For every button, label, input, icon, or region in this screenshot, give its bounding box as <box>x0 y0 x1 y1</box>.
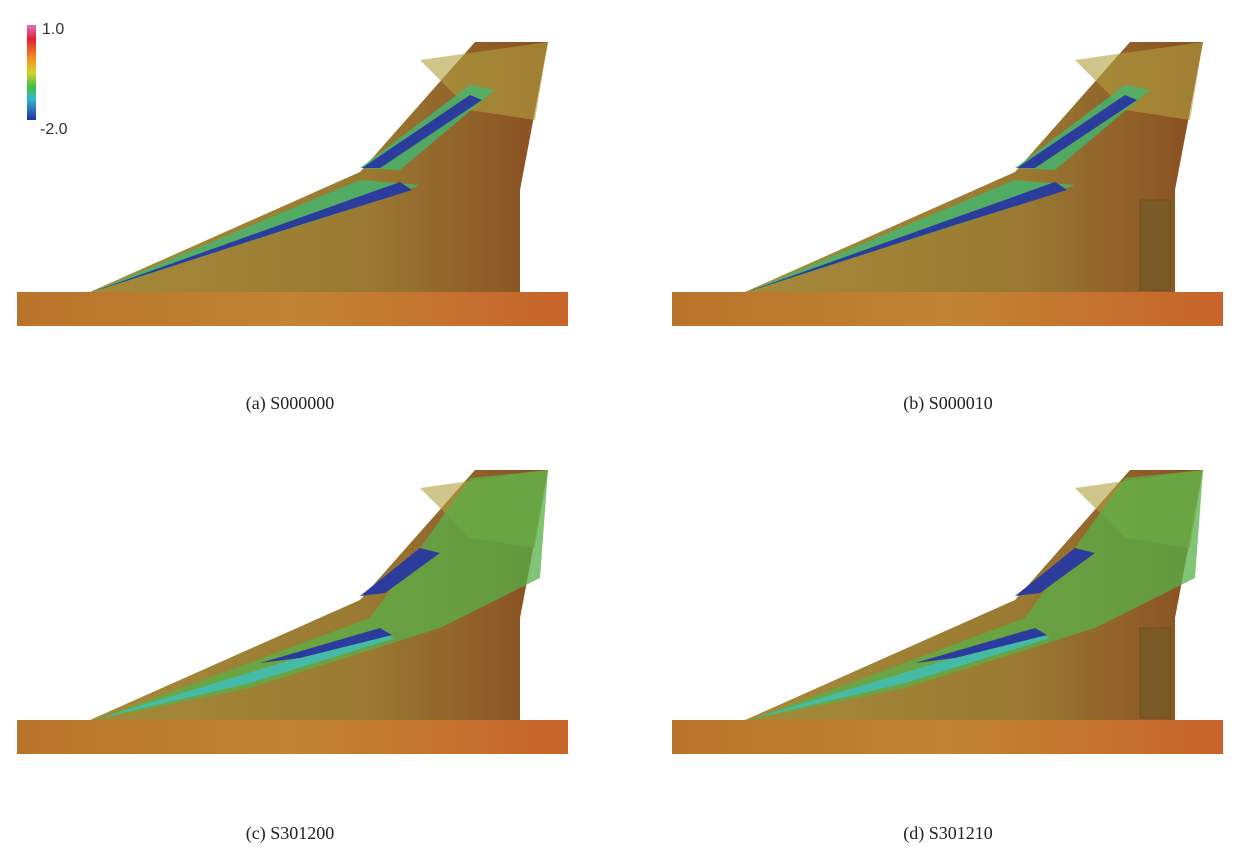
caption: (a) S000000 <box>246 393 335 414</box>
colorbar-min: -2.0 <box>40 121 68 138</box>
panel-b <box>672 42 1223 326</box>
panel-d <box>672 470 1223 754</box>
caption: (d) S301210 <box>903 823 993 844</box>
panel-c <box>17 470 568 754</box>
panel-a <box>17 42 568 326</box>
colorbar <box>27 25 36 120</box>
caption: (c) S301200 <box>246 823 335 844</box>
colorbar-max: 1.0 <box>42 21 64 38</box>
caption: (b) S000010 <box>903 393 993 414</box>
figure: 1.0 -2.0 (a) S000000 (b) S000010 (c) S30… <box>0 0 1237 856</box>
